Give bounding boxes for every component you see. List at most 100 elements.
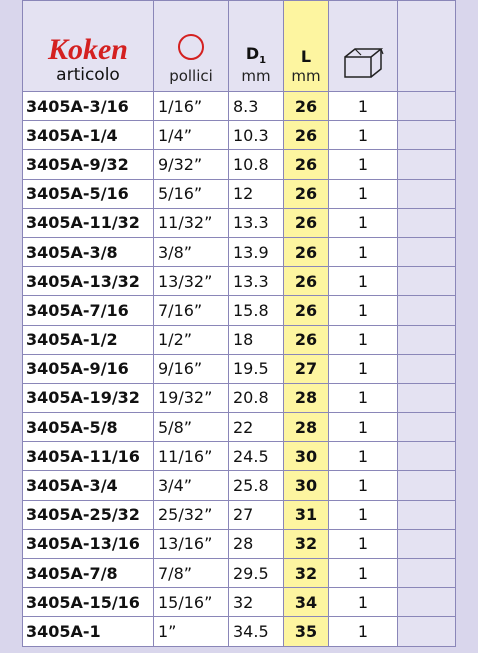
empty-cell (397, 616, 456, 647)
table-cell: 5/16” (153, 178, 229, 209)
header-cell (328, 0, 398, 92)
empty-cell (397, 499, 456, 530)
header-cell: Koken articolo (22, 0, 154, 92)
table-row: 3405A-3/8 3/8” 13.9 26 1 (22, 236, 456, 268)
table-cell: 8.3 (228, 90, 284, 122)
empty-cell (397, 266, 456, 297)
header-text: mm (291, 67, 321, 85)
table-cell: 1/4” (153, 120, 229, 151)
table-cell: 13.9 (228, 236, 284, 268)
empty-cell (397, 470, 456, 501)
table-cell: 32 (283, 528, 329, 560)
empty-cell (397, 587, 456, 618)
table-cell: 26 (283, 324, 329, 355)
table-row: 3405A-11/32 11/32” 13.3 26 1 (22, 207, 456, 238)
table-cell: 1 (328, 295, 398, 326)
table-row: 3405A-1/4 1/4” 10.3 26 1 (22, 120, 456, 151)
empty-cell (397, 412, 456, 443)
table-row: 3405A-5/16 5/16” 12 26 1 (22, 178, 456, 209)
table-row: 3405A-5/8 5/8” 22 28 1 (22, 412, 456, 443)
table-cell: 1 (328, 236, 398, 268)
table-cell: 3405A-3/16 (22, 90, 154, 122)
table-cell: 30 (283, 470, 329, 501)
table-cell: 10.3 (228, 120, 284, 151)
table-cell: 1 (328, 90, 398, 122)
empty-cell (397, 90, 456, 122)
table-cell: 1 (328, 266, 398, 297)
table-cell: 1 (328, 616, 398, 647)
header-text: L (300, 47, 312, 66)
table-cell: 3405A-13/16 (22, 528, 154, 560)
table-cell: 3405A-5/16 (22, 178, 154, 209)
table-cell: 3405A-1/4 (22, 120, 154, 151)
table-cell: 31 (283, 499, 329, 530)
table-row: 3405A-9/32 9/32” 10.8 26 1 (22, 149, 456, 180)
table-row: 3405A-7/16 7/16” 15.8 26 1 (22, 295, 456, 326)
table-cell: 12 (228, 178, 284, 209)
table-row: 3405A-15/16 15/16” 32 34 1 (22, 587, 456, 618)
circle-icon (178, 34, 204, 60)
table-cell: 27 (283, 353, 329, 384)
table-cell: 7/8” (153, 557, 229, 589)
table-cell: 3405A-3/4 (22, 470, 154, 501)
header-text: 1 (259, 55, 267, 66)
table-cell: 24.5 (228, 441, 284, 472)
table-cell: 29.5 (228, 557, 284, 589)
table-cell: 1 (328, 499, 398, 530)
table-cell: 32 (283, 557, 329, 589)
empty-cell (397, 382, 456, 414)
table-cell: 3/4” (153, 470, 229, 501)
empty-cell (397, 207, 456, 238)
table-cell: 3405A-7/16 (22, 295, 154, 326)
table-cell: 3405A-15/16 (22, 587, 154, 618)
table-cell: 19.5 (228, 353, 284, 384)
table-cell: 26 (283, 236, 329, 268)
table-cell: 27 (228, 499, 284, 530)
table-row: 3405A-11/16 11/16” 24.5 30 1 (22, 441, 456, 472)
table-cell: 26 (283, 266, 329, 297)
table-row: 3405A-3/4 3/4” 25.8 30 1 (22, 470, 456, 501)
table-cell: 32 (228, 587, 284, 618)
table-cell: 13/32” (153, 266, 229, 297)
table-cell: 1 (328, 557, 398, 589)
table-cell: 34 (283, 587, 329, 618)
table-row: 3405A-9/16 9/16” 19.5 27 1 (22, 353, 456, 384)
table-cell: 1” (153, 616, 229, 647)
table-row: 3405A-25/32 25/32” 27 31 1 (22, 499, 456, 530)
table-cell: 34.5 (228, 616, 284, 647)
table-cell: 18 (228, 324, 284, 355)
table-cell: 26 (283, 90, 329, 122)
table-cell: 1 (328, 120, 398, 151)
table-cell: 28 (228, 528, 284, 560)
brand: Koken (47, 33, 128, 66)
table-cell: 30 (283, 441, 329, 472)
table-cell: 20.8 (228, 382, 284, 414)
table-cell: 3405A-9/16 (22, 353, 154, 384)
table-row: 3405A-13/32 13/32” 13.3 26 1 (22, 266, 456, 297)
empty-cell (397, 149, 456, 180)
table-cell: 1 (328, 324, 398, 355)
table-row: 3405A-19/32 19/32” 20.8 28 1 (22, 382, 456, 414)
table-cell: 26 (283, 207, 329, 238)
table-cell: 3405A-11/16 (22, 441, 154, 472)
table-cell: 1 (328, 587, 398, 618)
table-cell: 3/8” (153, 236, 229, 268)
table-cell: 3405A-1/2 (22, 324, 154, 355)
table-cell: 9/32” (153, 149, 229, 180)
table-cell: 25.8 (228, 470, 284, 501)
table-cell: 19/32” (153, 382, 229, 414)
empty-cell (397, 353, 456, 384)
table-cell: 26 (283, 149, 329, 180)
table-cell: 3405A-13/32 (22, 266, 154, 297)
table-cell: 13/16” (153, 528, 229, 560)
table-cell: 1 (328, 412, 398, 443)
header-cell: pollici (153, 0, 229, 92)
empty-cell (397, 324, 456, 355)
empty-cell (397, 295, 456, 326)
table-cell: 13.3 (228, 207, 284, 238)
table-cell: 7/16” (153, 295, 229, 326)
